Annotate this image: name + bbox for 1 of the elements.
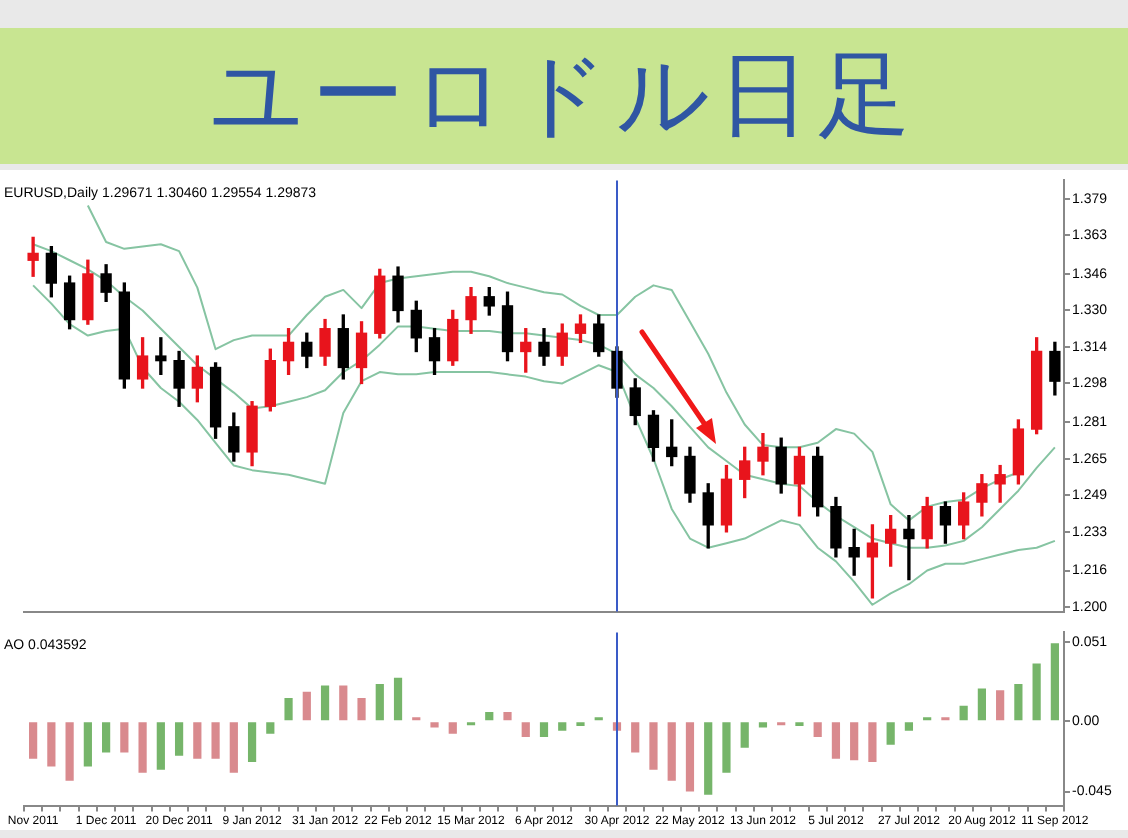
chart-title: ユーロドル日足 (210, 38, 918, 152)
